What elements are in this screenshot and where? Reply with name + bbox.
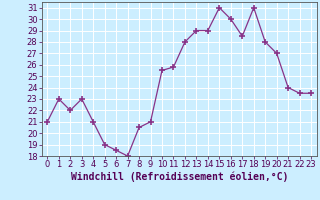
- X-axis label: Windchill (Refroidissement éolien,°C): Windchill (Refroidissement éolien,°C): [70, 172, 288, 182]
